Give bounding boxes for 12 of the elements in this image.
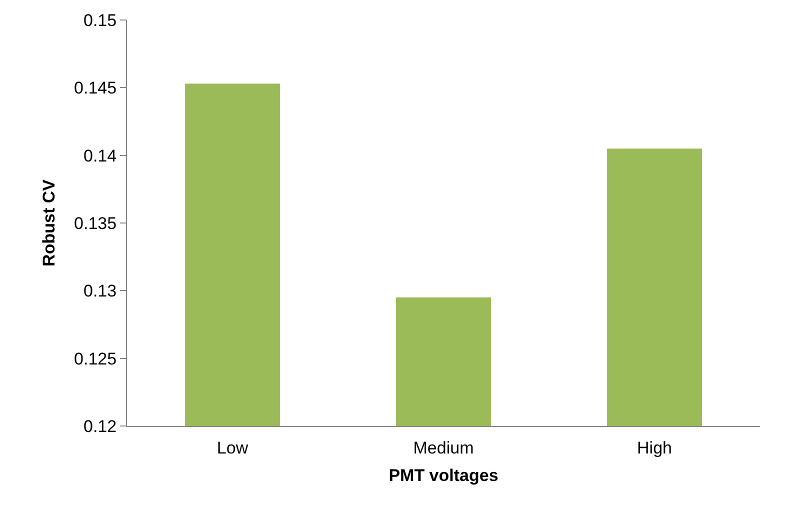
y-tick-label: 0.14 <box>84 146 117 166</box>
x-axis-title: PMT voltages <box>388 466 498 485</box>
x-tick-label: Low <box>216 438 249 458</box>
x-tick-label: Medium <box>413 438 474 458</box>
y-tick-label: 0.125 <box>74 349 117 368</box>
y-tick-label: 0.13 <box>84 282 117 301</box>
y-tick-label: 0.145 <box>74 78 117 98</box>
y-tick-label: 0.12 <box>84 416 117 436</box>
x-tick-label: High <box>637 438 672 458</box>
y-tick-label: 0.135 <box>74 214 117 233</box>
y-axis-title: Robust CV <box>40 178 59 266</box>
y-tick-label: 0.15 <box>84 10 117 30</box>
